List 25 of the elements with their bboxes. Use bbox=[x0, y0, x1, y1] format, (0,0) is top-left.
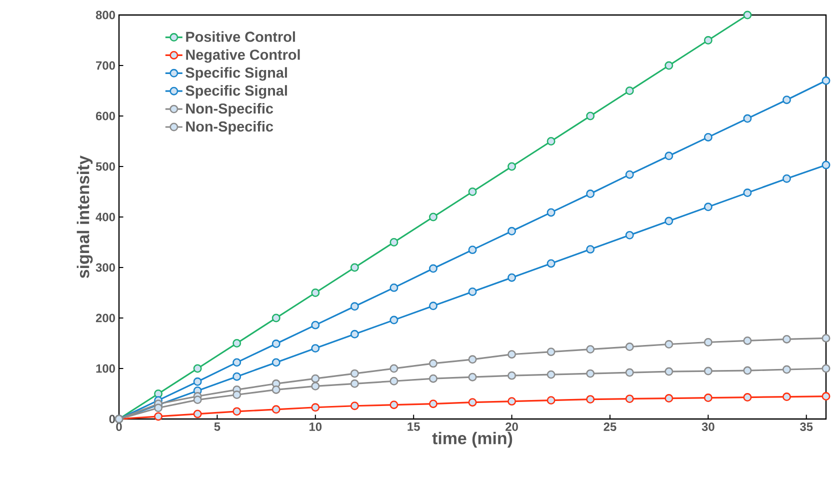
legend-label: Specific Signal bbox=[186, 67, 287, 81]
y-tick-label: 700 bbox=[96, 61, 115, 70]
x-tick-label: 30 bbox=[702, 422, 714, 432]
y-tick-label: 100 bbox=[96, 364, 115, 373]
x-tick-label: 25 bbox=[604, 422, 616, 431]
y-tick-label: 200 bbox=[96, 314, 115, 322]
x-axis-title: time (min) bbox=[432, 432, 512, 448]
legend-label: Specific Signal bbox=[186, 85, 287, 99]
y-tick-label: 500 bbox=[96, 162, 115, 171]
legend-label: Non-Specific bbox=[186, 103, 274, 117]
y-tick-label: 800 bbox=[96, 10, 115, 20]
y-tick-label: 300 bbox=[96, 263, 115, 272]
x-tick-label: 20 bbox=[506, 422, 518, 431]
legend-label: Non-Specific bbox=[186, 121, 274, 134]
y-tick-label: 0 bbox=[109, 414, 115, 424]
legend-label: Positive Control bbox=[186, 31, 295, 42]
x-tick-label: 35 bbox=[800, 422, 813, 432]
x-tick-label: 15 bbox=[408, 422, 420, 431]
y-axis-title: signal intensity bbox=[76, 155, 93, 278]
legend-label: Negative Control bbox=[186, 49, 300, 63]
y-tick-label: 600 bbox=[96, 112, 115, 120]
x-tick-label: 10 bbox=[309, 422, 322, 431]
x-tick-label: 5 bbox=[214, 422, 220, 431]
y-tick-label: 400 bbox=[96, 212, 115, 222]
x-tick-label: 0 bbox=[116, 422, 122, 431]
